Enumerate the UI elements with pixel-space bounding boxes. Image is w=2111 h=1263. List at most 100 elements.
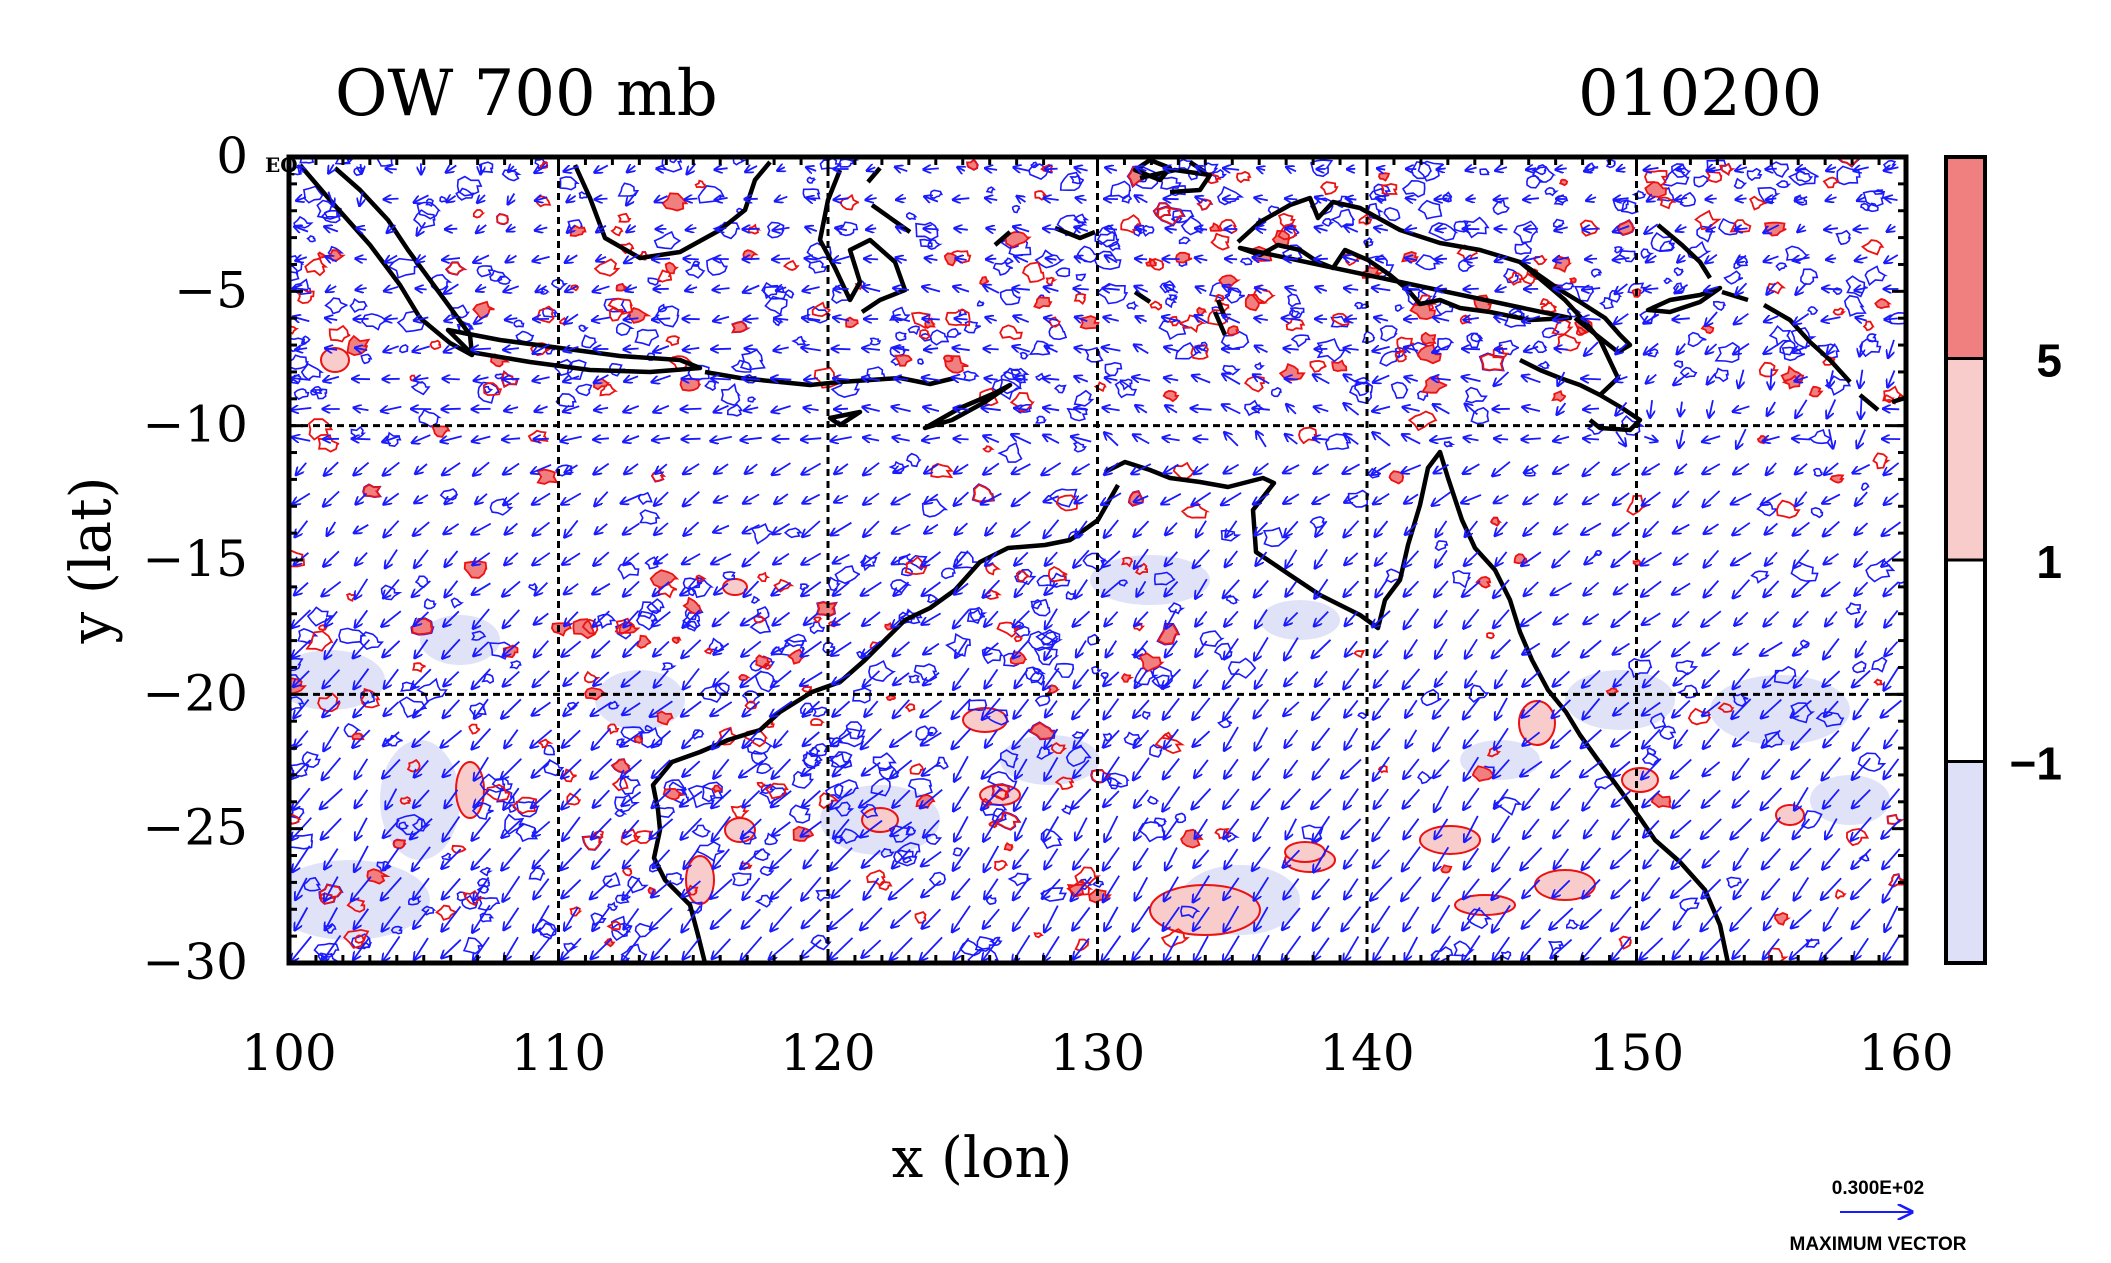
x-tick-label: 110: [511, 1024, 606, 1082]
negative-ow-contour: [1871, 656, 1888, 673]
negative-ow-contour: [1470, 406, 1490, 425]
negative-ow-contour: [1071, 730, 1086, 739]
vector-legend: 0.300E+02 MAXIMUM VECTOR: [1790, 1178, 1967, 1255]
wind-vector: [415, 289, 427, 290]
negative-ow-contour: [635, 610, 659, 631]
negative-ow-contour: [902, 856, 913, 864]
y-axis-label: y (lat): [59, 477, 124, 645]
positive-ow-contour: [999, 324, 1023, 341]
negative-ow-contour: [634, 328, 659, 347]
wind-vector: [1705, 199, 1717, 200]
negative-ow-region: [1710, 675, 1850, 745]
negative-ow-contour: [1167, 602, 1186, 615]
negative-ow-contour: [489, 269, 507, 282]
y-tick-label: −15: [142, 530, 248, 588]
wind-vector: [772, 259, 791, 260]
negative-ow-contour: [1055, 267, 1071, 278]
positive-ow-contour: [1558, 178, 1569, 187]
negative-ow-contour: [615, 322, 635, 336]
wind-vector: [1135, 259, 1148, 260]
negative-ow-contour: [1288, 308, 1302, 318]
wind-vector: [742, 229, 760, 230]
negative-ow-contour: [687, 576, 714, 599]
negative-ow-contour: [706, 257, 728, 276]
negative-ow-contour: [412, 209, 436, 229]
positive-ow-contour: [392, 838, 407, 850]
positive-ow-contour: [1180, 502, 1211, 519]
negative-ow-contour: [496, 275, 512, 285]
wind-vector: [471, 349, 491, 350]
negative-ow-contour: [1679, 366, 1698, 379]
vector-legend-magnitude: 0.300E+02: [1832, 1178, 1924, 1199]
negative-ow-contour: [1733, 260, 1744, 270]
negative-ow-contour: [1843, 294, 1867, 317]
negative-ow-contour: [750, 522, 776, 545]
negative-ow-contour: [581, 334, 598, 349]
positive-ow-contour: [982, 445, 995, 453]
negative-ow-contour: [441, 852, 452, 861]
positive-ow-contour: [445, 261, 468, 276]
negative-ow-contour: [1614, 246, 1625, 254]
negative-ow-contour: [1795, 169, 1814, 183]
wind-vector: [681, 409, 702, 410]
positive-ow-region: [861, 807, 899, 833]
negative-ow-contour: [808, 260, 827, 274]
negative-ow-contour: [905, 211, 918, 221]
wind-vector: [923, 168, 939, 169]
negative-ow-contour: [1030, 598, 1043, 610]
negative-ow-contour: [423, 598, 437, 610]
negative-ow-contour: [509, 660, 522, 670]
negative-ow-contour: [1805, 939, 1820, 948]
positive-ow-contour: [1644, 181, 1667, 198]
negative-ow-contour: [926, 593, 940, 604]
positive-ow-contour: [1808, 385, 1824, 398]
positive-ow-contour: [317, 435, 340, 453]
negative-ow-contour: [1172, 209, 1195, 224]
negative-ow-contour: [908, 674, 921, 684]
negative-ow-contour: [299, 157, 315, 164]
negative-ow-contour: [614, 794, 640, 813]
positive-ow-contour: [1774, 912, 1792, 926]
negative-ow-contour: [927, 238, 943, 251]
positive-ow-contour: [679, 377, 702, 392]
negative-ow-contour: [1168, 294, 1178, 301]
positive-ow-contour: [608, 307, 625, 322]
negative-ow-contour: [1457, 259, 1476, 273]
negative-ow-contour: [324, 297, 348, 315]
negative-ow-region: [1460, 740, 1540, 780]
negative-ow-contour: [1121, 193, 1132, 204]
negative-ow-contour: [791, 770, 815, 789]
negative-ow-contour: [747, 396, 756, 403]
wind-vector: [385, 169, 397, 170]
negative-ow-contour: [952, 847, 964, 857]
negative-ow-contour: [921, 498, 949, 518]
negative-ow-contour: [783, 527, 803, 539]
negative-ow-contour: [1676, 684, 1699, 699]
negative-ow-contour: [1220, 330, 1250, 350]
negative-ow-contour: [1153, 571, 1176, 586]
wind-vector: [1436, 168, 1446, 169]
wind-vector: [1582, 229, 1600, 230]
positive-ow-contour: [1832, 307, 1846, 316]
wind-vector: [922, 319, 940, 320]
negative-ow-contour: [1628, 658, 1653, 679]
negative-ow-contour: [350, 933, 373, 950]
positive-ow-contour: [1074, 938, 1090, 952]
positive-ow-contour: [716, 726, 739, 746]
wind-vector: [683, 259, 699, 260]
negative-ow-contour: [992, 260, 1013, 276]
wind-vector: [1735, 198, 1747, 199]
negative-ow-contour: [1107, 240, 1121, 252]
negative-ow-contour: [1733, 177, 1748, 189]
negative-ow-contour: [1560, 282, 1575, 291]
negative-ow-contour: [1768, 324, 1793, 347]
negative-ow-contour: [1069, 174, 1085, 185]
wind-vector: [384, 318, 398, 319]
negative-ow-contour: [293, 388, 310, 401]
x-axis-label: x (lon): [892, 1126, 1073, 1191]
negative-ow-contour: [1468, 684, 1490, 703]
wind-vector: [1073, 289, 1089, 290]
negative-ow-contour: [997, 442, 1023, 463]
negative-ow-contour: [479, 912, 495, 923]
negative-ow-contour: [1428, 222, 1459, 242]
